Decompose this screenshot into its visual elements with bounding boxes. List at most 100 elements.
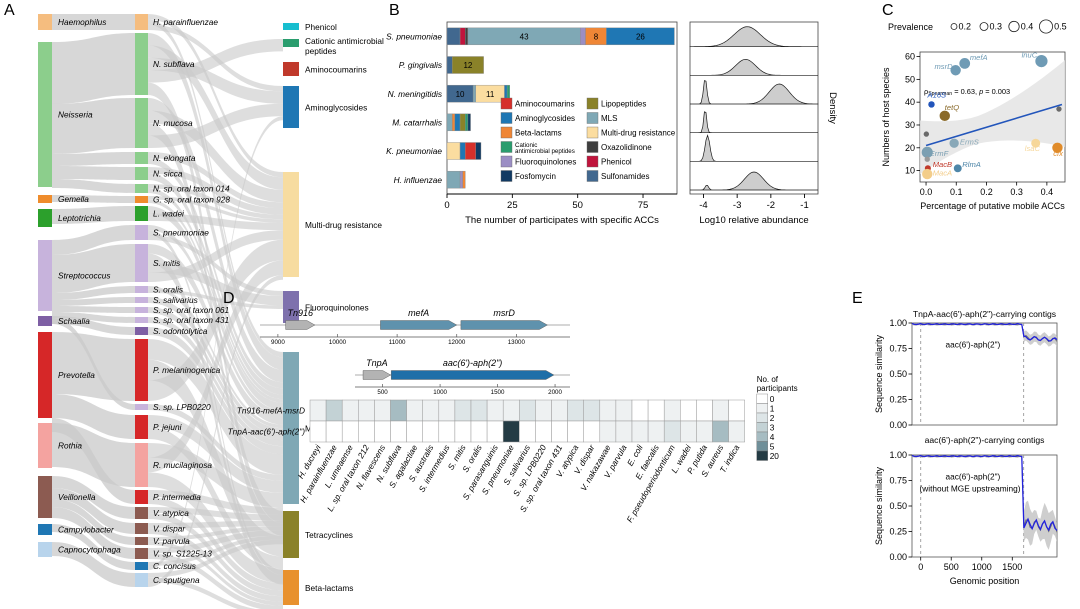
scatter-point[interactable] (1035, 55, 1048, 68)
sankey-node-species[interactable] (135, 286, 148, 293)
heatmap-cell[interactable] (615, 420, 633, 443)
sankey-node-species[interactable] (135, 297, 148, 303)
sankey-node-species[interactable] (135, 404, 148, 410)
sankey-node-genus[interactable] (38, 423, 52, 468)
sankey-node-species[interactable] (135, 206, 148, 221)
heatmap-cell[interactable] (470, 399, 488, 422)
bar-segment[interactable] (446, 170, 461, 189)
sankey-node-class[interactable] (283, 23, 299, 30)
gene-arrow[interactable] (362, 370, 392, 380)
heatmap-cell[interactable] (374, 420, 391, 443)
heatmap-cell[interactable] (358, 420, 375, 443)
heatmap-cell[interactable] (341, 420, 359, 443)
heatmap-cell[interactable] (647, 399, 665, 422)
heatmap-cell[interactable] (454, 420, 472, 443)
heatmap-cell[interactable] (519, 420, 536, 443)
heatmap-cell[interactable] (712, 420, 729, 443)
bar-segment[interactable] (467, 113, 471, 132)
bar-segment[interactable] (446, 56, 453, 74)
bar-segment[interactable] (465, 113, 469, 132)
sankey-node-species[interactable] (135, 307, 148, 313)
sankey-node-class[interactable] (283, 352, 299, 504)
bar-segment[interactable] (462, 170, 466, 189)
scatter-point[interactable] (923, 131, 930, 137)
scatter-point[interactable] (928, 101, 935, 108)
heatmap-cell[interactable] (502, 399, 520, 422)
heatmap-cell[interactable] (390, 420, 407, 443)
bar-segment[interactable] (446, 113, 453, 132)
heatmap-cell[interactable] (696, 399, 713, 422)
gene-arrow[interactable] (460, 320, 548, 330)
sankey-node-genus[interactable] (38, 14, 52, 30)
bar-segment[interactable] (459, 170, 463, 189)
sankey-node-genus[interactable] (38, 524, 52, 535)
heatmap-cell[interactable] (680, 420, 697, 443)
heatmap-cell[interactable] (615, 399, 633, 422)
sankey-node-class[interactable] (283, 39, 299, 47)
bar-segment[interactable] (459, 27, 466, 46)
sankey-node-class[interactable] (283, 291, 299, 323)
heatmap-cell[interactable] (325, 420, 343, 443)
sankey-node-species[interactable] (135, 317, 148, 323)
bar-segment[interactable] (580, 27, 586, 46)
bar-segment[interactable] (446, 142, 461, 160)
heatmap-cell[interactable] (551, 420, 568, 443)
sankey-node-species[interactable] (135, 415, 148, 439)
scatter-point[interactable] (1031, 138, 1041, 148)
sankey-node-genus[interactable] (38, 332, 52, 418)
heatmap-cell[interactable] (519, 399, 536, 422)
heatmap-cell[interactable] (567, 399, 584, 422)
heatmap-cell[interactable] (583, 399, 601, 422)
sankey-node-genus[interactable] (38, 195, 52, 203)
scatter-point[interactable] (1056, 106, 1062, 112)
heatmap-cell[interactable] (486, 399, 504, 422)
sankey-node-species[interactable] (135, 98, 148, 148)
bar-segment[interactable] (475, 142, 482, 160)
sankey-node-species[interactable] (135, 443, 148, 487)
sankey-node-species[interactable] (135, 490, 148, 504)
scatter-point[interactable] (1052, 142, 1063, 153)
sankey-node-species[interactable] (135, 196, 148, 203)
heatmap-cell[interactable] (470, 420, 488, 443)
heatmap-cell[interactable] (325, 399, 343, 422)
sankey-node-species[interactable] (135, 33, 148, 95)
sankey-node-species[interactable] (135, 562, 148, 570)
heatmap-cell[interactable] (599, 399, 617, 422)
sankey-node-species[interactable] (135, 14, 148, 30)
heatmap-cell[interactable] (374, 399, 391, 422)
sankey-node-genus[interactable] (38, 542, 52, 557)
bar-segment[interactable] (606, 27, 675, 46)
bar-segment[interactable] (452, 56, 484, 74)
gene-arrow[interactable] (285, 320, 316, 330)
gene-arrow[interactable] (380, 320, 458, 330)
sankey-node-species[interactable] (135, 573, 148, 587)
heatmap-cell[interactable] (663, 399, 681, 422)
scatter-point[interactable] (939, 110, 950, 122)
sankey-node-genus[interactable] (38, 476, 52, 518)
scatter-point[interactable] (924, 156, 930, 162)
heatmap-cell[interactable] (438, 420, 456, 443)
bar-segment[interactable] (452, 113, 456, 132)
sankey-node-species[interactable] (135, 167, 148, 180)
heatmap-cell[interactable] (422, 399, 440, 422)
bar-segment[interactable] (472, 84, 476, 103)
sankey-node-class[interactable] (283, 570, 299, 605)
heatmap-cell[interactable] (406, 399, 423, 422)
heatmap-cell[interactable] (454, 399, 472, 422)
sankey-node-genus[interactable] (38, 209, 52, 227)
bar-segment[interactable] (454, 113, 461, 132)
heatmap-cell[interactable] (599, 420, 617, 443)
sankey-node-species[interactable] (135, 184, 148, 193)
sankey-node-species[interactable] (135, 339, 148, 401)
sankey-node-species[interactable] (135, 152, 148, 164)
sankey-node-genus[interactable] (38, 42, 52, 187)
scatter-point[interactable] (949, 138, 959, 148)
sankey-node-species[interactable] (135, 225, 148, 240)
sankey-node-species[interactable] (135, 537, 148, 545)
heatmap-cell[interactable] (567, 420, 584, 443)
heatmap-cell[interactable] (422, 420, 440, 443)
sankey-node-species[interactable] (135, 507, 148, 519)
sankey-node-class[interactable] (283, 511, 299, 558)
sankey-node-species[interactable] (135, 548, 148, 559)
sankey-node-class[interactable] (283, 86, 299, 128)
